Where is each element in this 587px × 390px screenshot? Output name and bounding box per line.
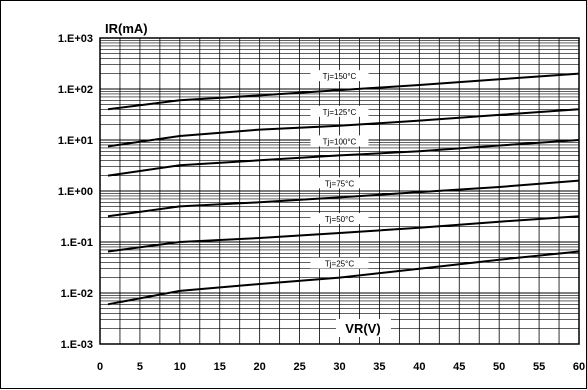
series-lines (107, 72, 580, 306)
series-label: Tj=25°C (325, 260, 354, 269)
series-label-background (310, 213, 369, 225)
y-tick-label: 1.E+02 (58, 84, 93, 96)
x-tick-label: 25 (293, 361, 305, 373)
x-tick-label: 35 (373, 361, 385, 373)
series-label-background (310, 70, 369, 82)
grid (99, 38, 580, 345)
series-labels: Tj=150°C Tj=125°C Tj=100°C Tj=75°C Tj=50°C Tj… (310, 70, 369, 269)
y-tick-label: 1.E+00 (58, 186, 93, 198)
series-line (107, 108, 580, 148)
series-label: Tj=50°C (325, 215, 354, 224)
x-axis-title: VR(V) (345, 321, 380, 336)
tick-labels: 0 5 10 15 20 25 30 35 40 45 50 55 60 1.E-03 1.E-02 1.E-… (58, 33, 585, 373)
x-tick-label: 15 (214, 361, 226, 373)
x-tick-label: 50 (493, 361, 505, 373)
y-tick-label: 1.E-03 (61, 339, 93, 351)
x-tick-label: 10 (174, 361, 186, 373)
series-line (107, 72, 580, 111)
series-label-background (310, 257, 369, 269)
y-tick-label: 1.E-01 (61, 237, 93, 249)
x-tick-label: 55 (533, 361, 545, 373)
y-tick-label: 1.E+03 (58, 33, 93, 45)
series-line (107, 179, 580, 218)
x-tick-label: 20 (254, 361, 266, 373)
series-line (107, 215, 580, 253)
x-tick-label: 40 (413, 361, 425, 373)
x-tick-label: 30 (333, 361, 345, 373)
x-tick-label: 0 (97, 361, 103, 373)
series-label: Tj=100°C (323, 137, 357, 146)
series-line (107, 139, 580, 177)
series-line (107, 250, 580, 306)
series-label: Tj=150°C (323, 72, 357, 81)
series-label-background (310, 177, 369, 189)
x-tick-label: 5 (137, 361, 143, 373)
axis-titles: VR(V) IR(mA) (105, 21, 391, 337)
series-label-background (310, 105, 369, 117)
plot-area-border (99, 37, 580, 345)
x-axis-title-background (336, 319, 391, 337)
x-tick-label: 45 (453, 361, 465, 373)
y-tick-label: 1.E-02 (61, 288, 93, 300)
x-tick-label: 60 (573, 361, 585, 373)
y-axis-title: IR(mA) (105, 21, 148, 36)
series-label-background (310, 135, 369, 147)
series-label: Tj=75°C (325, 179, 354, 188)
y-tick-label: 1.E+01 (58, 135, 93, 147)
series-label: Tj=125°C (323, 108, 357, 117)
